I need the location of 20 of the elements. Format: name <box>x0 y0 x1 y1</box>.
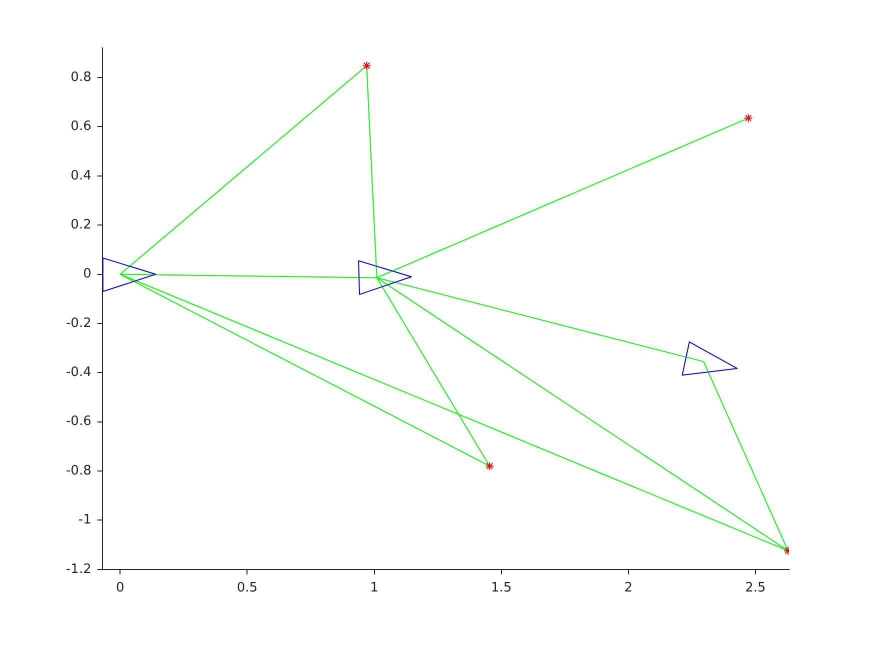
y-tick-label: 0 <box>83 266 92 282</box>
point <box>744 114 753 123</box>
x-tick-label: 1.5 <box>490 580 512 596</box>
y-tick-label: -0.6 <box>66 414 92 430</box>
y-tick-label: -0.4 <box>66 365 92 380</box>
y-tick-label: 0.8 <box>70 70 92 85</box>
x-tick-label: 2 <box>624 580 633 596</box>
x-tick-label: 0.5 <box>236 580 258 596</box>
point <box>362 61 372 70</box>
x-tick-label: 2.5 <box>745 580 766 596</box>
y-tick-label: 0.6 <box>70 119 92 134</box>
x-tick-label: 0 <box>116 580 124 596</box>
y-tick-label: -1 <box>78 512 92 528</box>
point <box>485 462 494 471</box>
y-tick-label: -0.8 <box>66 463 92 478</box>
y-tick-label: -1.2 <box>66 562 92 577</box>
x-tick-label: 1 <box>370 580 378 596</box>
y-tick-label: 0.4 <box>70 168 92 184</box>
y-tick-label: 0.2 <box>70 217 92 232</box>
y-tick-label: -0.2 <box>66 316 92 331</box>
